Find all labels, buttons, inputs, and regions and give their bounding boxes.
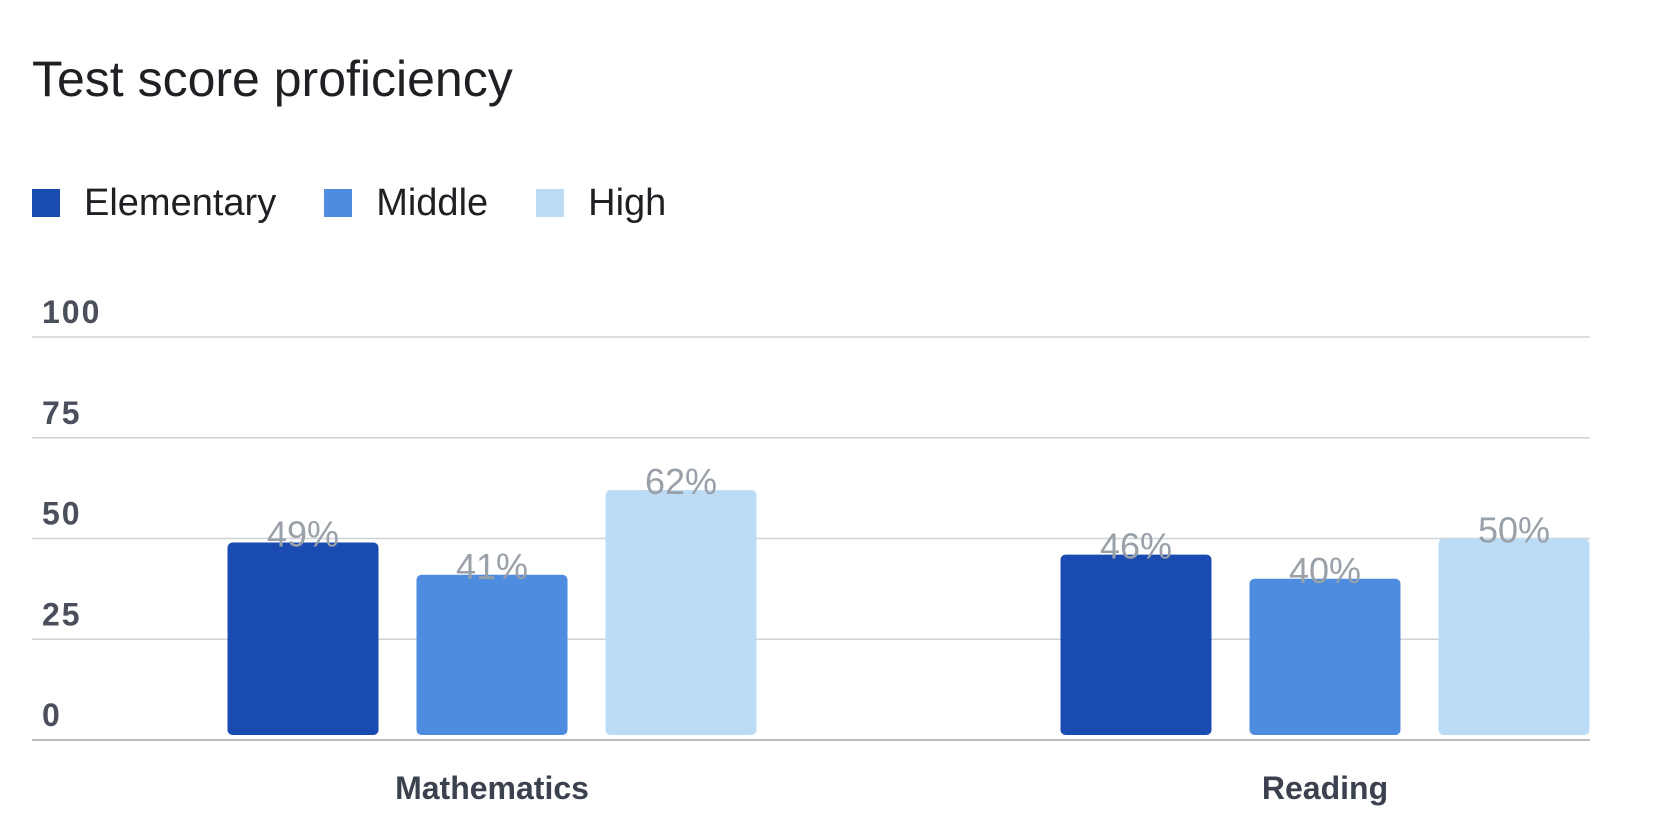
legend-swatch-middle — [324, 189, 353, 217]
legend-swatch-elementary — [32, 189, 60, 217]
data-label-mathematics-middle: 41% — [456, 546, 528, 587]
legend-item-high[interactable]: High — [536, 182, 666, 225]
legend-label-high: High — [588, 181, 667, 224]
x-category-label-mathematics: Mathematics — [395, 770, 589, 806]
bar-mathematics-high[interactable] — [605, 490, 757, 735]
y-tick-label-50: 50 — [42, 496, 82, 532]
y-tick-label-25: 25 — [42, 596, 82, 632]
data-label-reading-elementary: 46% — [1100, 526, 1172, 567]
legend: Elementary Middle High — [32, 178, 714, 228]
legend-swatch-high — [536, 189, 565, 217]
legend-label-middle: Middle — [376, 181, 489, 224]
data-label-reading-high: 50% — [1478, 510, 1550, 551]
x-category-label-reading: Reading — [1262, 770, 1388, 806]
data-label-reading-middle: 40% — [1289, 550, 1361, 591]
legend-item-middle[interactable]: Middle — [324, 182, 488, 225]
data-label-mathematics-elementary: 49% — [267, 514, 339, 555]
legend-item-elementary[interactable]: Elementary — [32, 182, 276, 225]
data-label-mathematics-high: 62% — [645, 461, 717, 502]
bar-reading-high[interactable] — [1438, 538, 1590, 736]
legend-label-elementary: Elementary — [84, 181, 277, 224]
bar-reading-elementary[interactable] — [1060, 554, 1212, 735]
chart-title: Test score proficiency — [32, 51, 513, 107]
bar-reading-middle[interactable] — [1249, 578, 1401, 735]
y-tick-label-100: 100 — [42, 294, 101, 330]
y-tick-label-0: 0 — [42, 697, 62, 733]
bar-mathematics-elementary[interactable] — [227, 542, 379, 735]
bar-mathematics-middle[interactable] — [416, 574, 568, 735]
y-tick-label-75: 75 — [42, 395, 82, 431]
